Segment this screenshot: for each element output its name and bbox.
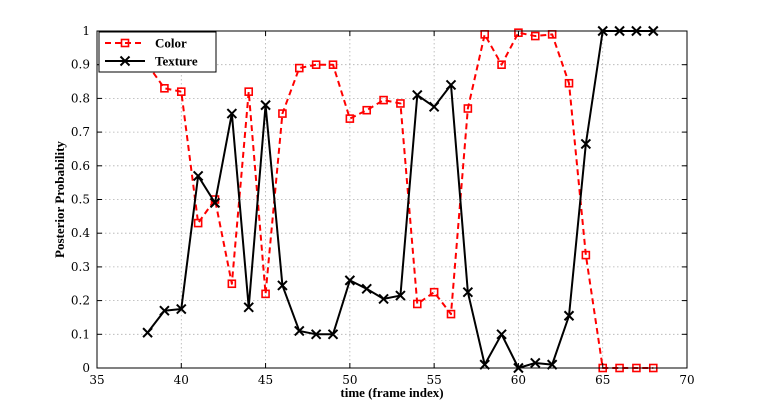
y-axis-label: Posterior Probability [52, 141, 67, 258]
y-tick-label: 1 [82, 24, 90, 38]
axis-ticks: 35 40 45 50 55 60 65 70 0 0.1 0.2 0.3 0.4 0.5 0.6 0.7 0.… [71, 24, 695, 387]
data-point-texture [310, 329, 322, 340]
data-point-texture [445, 79, 457, 91]
y-tick-label: 0.1 [71, 327, 90, 341]
legend: Color Texture [98, 31, 217, 73]
grid-lines [97, 31, 687, 368]
data-point-color [396, 99, 405, 108]
data-point-texture [563, 310, 575, 321]
data-point-color [227, 279, 237, 289]
data-point-color [278, 109, 287, 118]
legend-label-color: Color [155, 36, 187, 51]
y-tick-label: 0.3 [71, 260, 90, 274]
data-point-color [581, 250, 591, 260]
data-point-color [176, 87, 186, 96]
data-point-texture [378, 293, 389, 305]
x-tick-label: 35 [89, 373, 104, 387]
data-point-texture [226, 108, 238, 119]
data-point-color [412, 299, 422, 309]
y-tick-label: 0.2 [71, 294, 90, 308]
data-point-color [514, 28, 523, 37]
data-point-texture [462, 286, 474, 298]
x-axis-label: time (frame index) [340, 385, 443, 400]
data-point-texture [361, 283, 372, 295]
x-tick-label: 60 [511, 373, 526, 387]
x-tick-label: 50 [342, 373, 357, 387]
data-point-texture [294, 325, 305, 337]
data-point-texture [412, 89, 423, 101]
x-tick-label: 45 [258, 373, 273, 387]
data-point-color [294, 63, 304, 73]
series-layer [142, 25, 659, 374]
x-tick-label: 55 [427, 373, 442, 387]
data-point-texture [260, 99, 271, 111]
data-point-texture [209, 197, 221, 209]
data-point-color [261, 289, 270, 299]
data-point-color [362, 105, 372, 115]
data-point-color [379, 95, 388, 105]
data-point-texture [428, 101, 440, 113]
legend-box [98, 31, 217, 73]
data-point-color [463, 104, 473, 113]
data-point-color [530, 31, 540, 41]
y-tick-label: 0.9 [71, 58, 90, 72]
data-point-texture [580, 138, 592, 150]
legend-item-texture: Texture [105, 54, 198, 69]
data-point-texture [243, 302, 254, 313]
data-point-texture [159, 305, 170, 316]
data-point-color [328, 60, 338, 70]
x-tick-label: 65 [595, 373, 610, 387]
y-tick-label: 0.7 [71, 125, 90, 139]
y-tick-label: 0.4 [71, 226, 90, 240]
data-point-color [311, 60, 321, 70]
data-point-color [564, 78, 574, 88]
legend-label-texture: Texture [155, 54, 198, 69]
data-point-texture [496, 329, 507, 340]
data-point-texture [192, 170, 204, 182]
y-tick-label: 0 [82, 361, 90, 375]
data-point-texture [344, 275, 356, 286]
data-point-color [345, 114, 355, 123]
data-point-color [193, 218, 203, 228]
y-tick-label: 0.5 [71, 193, 90, 207]
data-point-texture [142, 327, 153, 338]
data-point-texture [395, 290, 406, 301]
data-point-color [429, 287, 439, 297]
data-point-color [244, 87, 254, 96]
series-texture [142, 25, 659, 374]
data-point-color [446, 309, 456, 319]
data-point-texture [327, 329, 339, 340]
y-tick-label: 0.8 [71, 91, 90, 105]
x-tick-label: 70 [679, 373, 694, 387]
data-point-texture [277, 280, 288, 291]
data-point-texture [530, 357, 541, 369]
y-tick-label: 0.6 [71, 159, 90, 173]
data-point-color [497, 60, 506, 70]
legend-item-color: Color [105, 36, 187, 51]
x-tick-label: 40 [174, 373, 189, 387]
legend-marker-texture [119, 55, 131, 67]
data-point-color [160, 83, 169, 93]
data-point-texture [176, 303, 187, 315]
legend-marker-color [120, 38, 130, 48]
series-line-color [146, 31, 654, 369]
